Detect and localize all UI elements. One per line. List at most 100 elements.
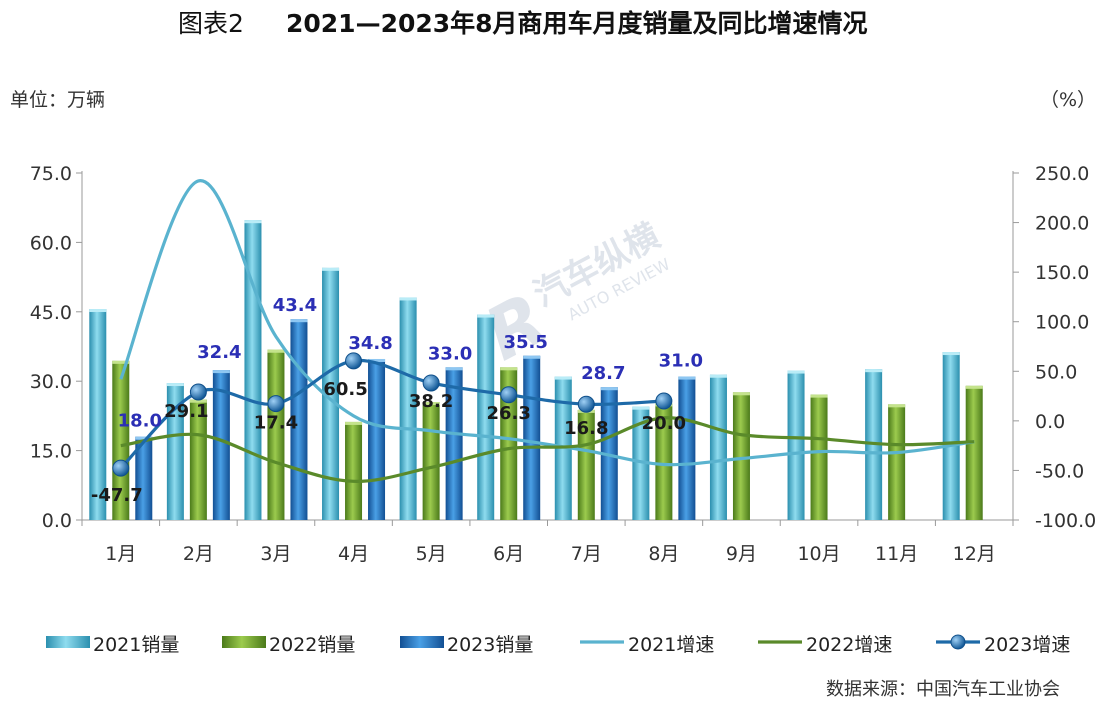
- bar-2022: [577, 409, 595, 520]
- y-left-tick-label: 75.0: [30, 163, 72, 185]
- x-tick-label: 7月: [571, 543, 602, 565]
- point-2023-growth: [655, 392, 673, 410]
- bar-2023: [445, 367, 463, 520]
- bar-2023-cap: [368, 358, 386, 362]
- bar-2021: [942, 352, 960, 520]
- y-left-tick-label: 45.0: [30, 302, 72, 324]
- label-2023-sales: 43.4: [273, 295, 317, 316]
- chart-title-prefix: 图表2: [178, 9, 244, 38]
- bar-2021: [477, 314, 495, 520]
- bar-2022: [189, 399, 207, 520]
- bar-2021: [709, 374, 727, 520]
- bar-2023-cap: [290, 319, 308, 323]
- legend-swatch: [222, 636, 266, 648]
- legend-2022-sales: 2022销量: [222, 634, 355, 656]
- bar-2021-cap: [787, 370, 805, 374]
- label-2023-growth: 17.4: [254, 413, 298, 434]
- y-right-tick-label: -100.0: [1035, 510, 1096, 532]
- chart-title: 2021—2023年8月商用车月度销量及同比增速情况: [286, 9, 868, 38]
- bar-2021: [632, 406, 650, 520]
- bar-2022-cap: [500, 367, 518, 371]
- x-tick-label: 8月: [648, 543, 679, 565]
- point-2023-growth: [500, 386, 518, 404]
- bar-2021-cap: [322, 267, 340, 271]
- axes: 0.0 15.0 30.0 45.0 60.0 75.0 -100.0 -50.0 0.0 50.…: [30, 163, 1097, 565]
- y-right-tick-label: 100.0: [1035, 312, 1089, 334]
- label-2023-growth: 20.0: [642, 413, 686, 434]
- bar-2023: [678, 376, 696, 520]
- point-2023-growth: [267, 395, 285, 413]
- bar-2021: [89, 309, 107, 520]
- bar-2022-cap: [422, 402, 440, 406]
- bar-2023: [212, 370, 230, 520]
- bar-2021-cap: [709, 374, 727, 378]
- unit-left-label: 单位：万辆: [10, 89, 105, 111]
- legend-label: 2021销量: [93, 634, 179, 656]
- bar-2022-cap: [732, 392, 750, 396]
- point-2023-growth: [577, 395, 595, 413]
- y-left-tick-label: 60.0: [30, 232, 72, 254]
- bar-2021: [399, 297, 417, 520]
- lines: [112, 179, 975, 483]
- bar-2023-cap: [212, 370, 230, 374]
- bar-2023: [135, 436, 153, 520]
- bar-2022-cap: [112, 360, 130, 364]
- bar-2022: [655, 403, 673, 520]
- x-tick-label: 4月: [338, 543, 369, 565]
- bar-2021-cap: [865, 369, 883, 373]
- bar-2021-cap: [244, 220, 262, 224]
- point-2023-growth: [189, 383, 207, 401]
- legend-2023-growth: 2023增速: [936, 634, 1070, 656]
- label-2023-growth: 29.1: [164, 401, 208, 422]
- bar-2021: [322, 267, 340, 520]
- bar-2022-cap: [965, 385, 983, 389]
- point-2023-growth: [422, 374, 440, 392]
- bar-2022: [965, 385, 983, 520]
- bar-2022-cap: [810, 394, 828, 398]
- legend-2022-growth: 2022增速: [758, 634, 892, 656]
- bar-2022-cap: [888, 404, 906, 408]
- label-2023-growth: 60.5: [323, 379, 367, 400]
- y-right-tick-label: -50.0: [1035, 460, 1084, 482]
- x-tick-label: 5月: [416, 543, 447, 565]
- source-note: 数据来源：中国汽车工业协会: [826, 679, 1060, 700]
- bar-2021: [166, 383, 184, 520]
- point-2023-growth: [345, 352, 363, 370]
- legend-2021-growth: 2021增速: [580, 634, 714, 656]
- label-2023-sales: 28.7: [581, 363, 625, 384]
- bar-2022: [888, 404, 906, 520]
- line-2022-growth: [120, 416, 975, 483]
- legend-label: 2021增速: [628, 634, 714, 656]
- label-2023-sales: 32.4: [197, 342, 241, 363]
- legend-2021-sales: 2021销量: [46, 634, 179, 656]
- line-2021-growth: [119, 179, 975, 467]
- bar-2022: [732, 392, 750, 520]
- y-right-tick-label: 50.0: [1035, 361, 1077, 383]
- legend-label: 2022增速: [806, 634, 892, 656]
- x-tick-label: 3月: [260, 543, 291, 565]
- legend-label: 2022销量: [269, 634, 355, 656]
- y-right-tick-label: 200.0: [1035, 213, 1089, 235]
- label-2023-sales: 34.8: [348, 333, 392, 354]
- legend: 2021销量 2022销量 2023销量 2021增速 2022增速 2023增速: [46, 634, 1070, 656]
- bar-2022: [267, 349, 285, 520]
- bar-2023-cap: [678, 376, 696, 380]
- bar-2021-cap: [477, 314, 495, 318]
- unit-right-label: （%）: [1040, 89, 1096, 111]
- bar-2021-cap: [166, 383, 184, 387]
- legend-label: 2023增速: [984, 634, 1070, 656]
- label-2023-sales: 35.5: [503, 332, 547, 353]
- label-2023-sales: 31.0: [659, 351, 703, 372]
- x-tick-label: 1月: [105, 543, 136, 565]
- bar-2023: [523, 355, 541, 520]
- bar-2022: [810, 394, 828, 520]
- x-tick-label: 9月: [726, 543, 757, 565]
- label-2023-growth: -47.7: [91, 485, 143, 506]
- bar-2022-cap: [189, 399, 207, 403]
- legend-2023-sales: 2023销量: [400, 634, 533, 656]
- bar-2022: [422, 402, 440, 520]
- bars: [89, 220, 983, 520]
- y-right-tick-label: 250.0: [1035, 163, 1089, 185]
- bar-2021-cap: [399, 297, 417, 301]
